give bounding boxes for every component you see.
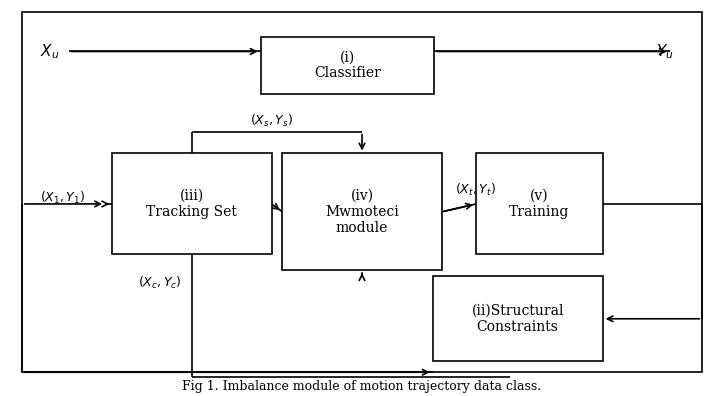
Bar [432,276,602,361]
Text: (ii)Structural
Constraints: (ii)Structural Constraints [471,304,564,334]
Bar [476,154,602,255]
Bar [282,153,442,270]
Text: $X_u$: $X_u$ [40,42,59,61]
Text: $(X_1,Y_1)$: $(X_1,Y_1)$ [40,190,85,206]
Text: (i)
Classifier: (i) Classifier [314,50,381,80]
Text: Fig 1. Imbalance module of motion trajectory data class.: Fig 1. Imbalance module of motion trajec… [182,380,542,392]
Text: $(X_c,Y_c)$: $(X_c,Y_c)$ [138,275,181,291]
Text: (iii)
Tracking Set: (iii) Tracking Set [146,189,237,219]
Text: $(X_s,Y_s)$: $(X_s,Y_s)$ [250,113,293,129]
Bar [261,37,434,94]
Text: (iv)
Mwmoteci
module: (iv) Mwmoteci module [325,188,399,235]
Text: $Y_u$: $Y_u$ [656,42,673,61]
Text: (v)
Training: (v) Training [509,189,570,219]
Bar [112,154,272,255]
Text: $(X_t,Y_t)$: $(X_t,Y_t)$ [455,182,495,198]
